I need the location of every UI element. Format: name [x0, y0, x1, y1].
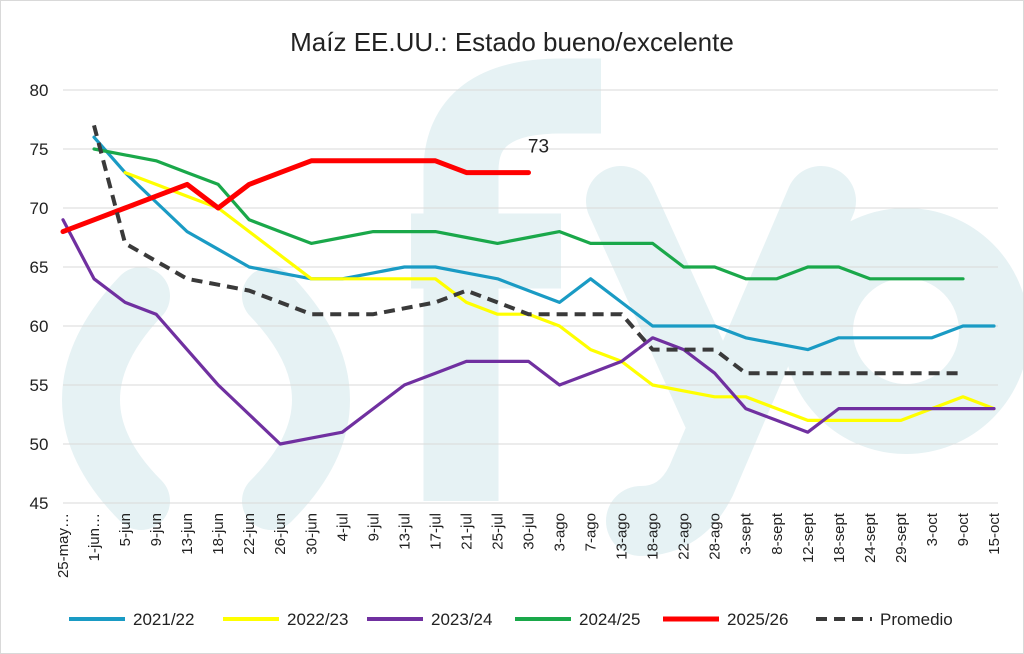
x-tick-label: 17-jul	[427, 513, 444, 550]
legend-label: Promedio	[880, 610, 953, 629]
x-tick-label: 22-ago	[676, 513, 693, 560]
series-line-2022-23	[123, 171, 996, 422]
y-tick-label: 60	[30, 317, 49, 336]
x-tick-label: 3-ago	[552, 513, 569, 551]
legend-label: 2024/25	[579, 610, 640, 629]
legend: 2021/22 2022/23 2023/24 2024/25 2025/26 Prome…	[69, 610, 953, 629]
x-tick-label: 9-jul	[365, 513, 382, 541]
x-tick-label: 3-oct	[924, 512, 941, 546]
y-axis-ticks: 45 50 55 60 65 70 75 80	[30, 81, 49, 513]
watermark-letter-y	[586, 166, 856, 556]
x-tick-label: 25-jul	[489, 513, 506, 550]
x-tick-label: 13-jul	[396, 513, 413, 550]
y-tick-label: 65	[30, 258, 49, 277]
legend-label: 2025/26	[727, 610, 788, 629]
x-tick-label: 3-sept	[738, 512, 755, 555]
y-tick-label: 70	[30, 199, 49, 218]
x-axis-ticks: 25-may… 1-jun… 5-jun 9-jun 13-jun 18-jun 22-ju…	[55, 512, 1003, 578]
data-label: 73	[528, 137, 549, 158]
legend-label: 2023/24	[431, 610, 492, 629]
chart-title: Maíz EE.UU.: Estado bueno/excelente	[290, 27, 734, 57]
series-line-2025-26	[60, 158, 531, 235]
x-tick-label: 22-jun	[241, 513, 258, 555]
x-tick-label: 15-oct	[986, 512, 1003, 555]
series-line-2021-22	[92, 135, 996, 352]
x-tick-label: 28-ago	[707, 513, 724, 560]
x-tick-label: 29-sept	[893, 512, 910, 563]
watermark-paren-left	[62, 267, 170, 530]
x-tick-label: 18-jun	[210, 513, 227, 555]
x-tick-label: 7-ago	[583, 513, 600, 551]
x-tick-label: 8-sept	[769, 512, 786, 555]
series-line-2023-24	[61, 218, 996, 446]
legend-label: 2021/22	[133, 610, 194, 629]
series-line-2024-25	[92, 147, 965, 281]
fyo-watermark-logo	[62, 58, 1023, 556]
x-tick-label: 24-sept	[862, 512, 879, 563]
legend-label: 2022/23	[287, 610, 348, 629]
y-tick-label: 45	[30, 494, 49, 513]
data-labels: 73	[528, 137, 549, 158]
x-tick-label: 13-jun	[179, 513, 196, 555]
x-tick-label: 25-may…	[55, 513, 72, 578]
x-tick-label: 9-oct	[955, 512, 972, 546]
x-tick-label: 5-jun	[117, 513, 134, 546]
x-tick-label: 18-sept	[831, 512, 848, 563]
x-tick-label: 30-jul	[521, 513, 538, 550]
y-tick-label: 50	[30, 435, 49, 454]
x-tick-label: 21-jul	[458, 513, 475, 550]
x-tick-label: 1-jun…	[86, 513, 103, 561]
y-tick-label: 75	[30, 140, 49, 159]
x-tick-label: 18-ago	[645, 513, 662, 560]
x-tick-label: 4-jul	[334, 513, 351, 541]
y-tick-label: 55	[30, 376, 49, 395]
x-tick-label: 13-ago	[614, 513, 631, 560]
x-tick-label: 9-jun	[148, 513, 165, 546]
x-tick-label: 26-jun	[272, 513, 289, 555]
x-tick-label: 30-jun	[303, 513, 320, 555]
series-line-promedio	[92, 124, 963, 376]
y-tick-label: 80	[30, 81, 49, 100]
watermark-letter-f	[411, 58, 601, 501]
watermark-paren-right	[242, 267, 350, 530]
series-lines	[60, 124, 996, 446]
x-tick-label: 12-sept	[800, 512, 817, 563]
